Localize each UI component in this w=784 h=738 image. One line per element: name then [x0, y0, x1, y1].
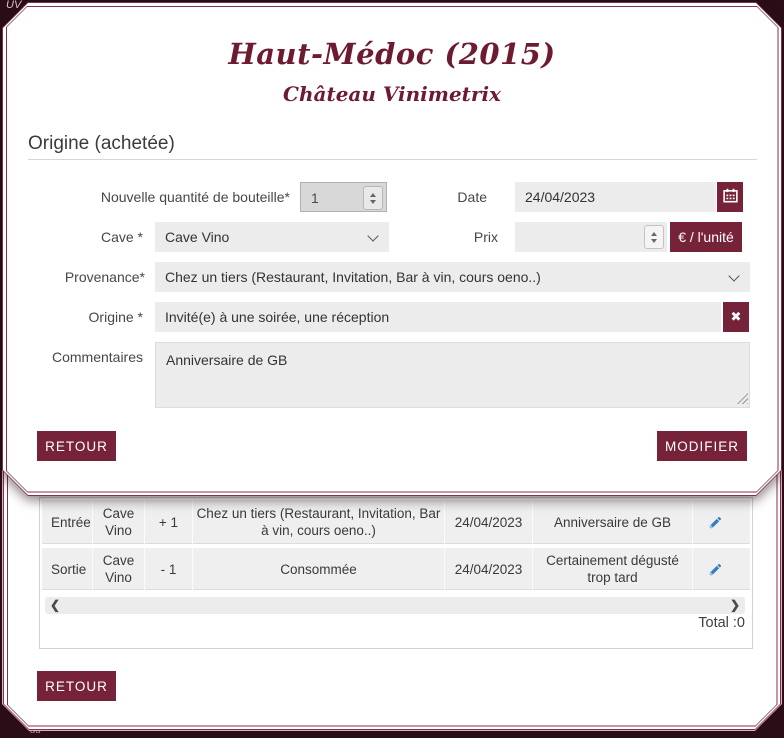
table-row: Entrée Cave Vino + 1 Chez un tiers (Rest… [42, 500, 750, 546]
wine-subtitle: Château Vinimetrix [283, 82, 501, 106]
cell-comment: Anniversaire de GB [532, 500, 692, 544]
cell-type: Entrée [51, 514, 91, 530]
cell-cave: Cave Vino [92, 500, 144, 544]
prix-input[interactable] [515, 222, 667, 252]
chevron-down-icon [728, 270, 740, 282]
commentaires-textarea[interactable]: Anniversaire de GB [155, 342, 750, 408]
quantity-label: Nouvelle quantité de bouteille* [100, 189, 290, 205]
wine-title: Haut-Médoc (2015) [228, 37, 556, 71]
cell-provenance: Chez un tiers (Restaurant, Invitation, B… [192, 500, 444, 544]
x-icon: ✖ [730, 309, 742, 324]
cell-comment: Certainement dégusté trop tard [532, 548, 692, 590]
cell-provenance: Consommée [192, 548, 444, 590]
cell-cave: Cave Vino [92, 548, 144, 590]
stepper-arrows-icon[interactable] [644, 225, 664, 249]
horizontal-scrollbar[interactable]: ❮ ❯ [45, 597, 745, 614]
modifier-button[interactable]: MODIFIER [657, 431, 747, 461]
edit-row-button[interactable] [692, 548, 738, 590]
prix-value [515, 229, 525, 245]
date-input[interactable] [515, 182, 716, 212]
cave-selected-value: Cave Vino [165, 229, 230, 245]
provenance-select[interactable]: Chez un tiers (Restaurant, Invitation, B… [155, 262, 750, 292]
price-unit-button[interactable]: € / l'unité [670, 222, 742, 252]
chevron-down-icon [367, 230, 379, 242]
quantity-stepper[interactable]: 1 [300, 182, 387, 212]
chevron-left-icon[interactable]: ❮ [50, 598, 61, 612]
quantity-value: 1 [311, 190, 319, 206]
date-label: Date [457, 189, 487, 205]
cell-date: 24/04/2023 [444, 500, 532, 544]
cell-quantity: + 1 [144, 500, 192, 544]
history-table: Entrée Cave Vino + 1 Chez un tiers (Rest… [39, 497, 753, 649]
origine-label: Origine * [88, 309, 143, 325]
stepper-arrows-icon[interactable] [363, 186, 383, 210]
cell-type: Sortie [51, 561, 87, 577]
retour-button[interactable]: RETOUR [37, 431, 116, 461]
cell-quantity: - 1 [144, 548, 192, 590]
resize-handle[interactable] [737, 393, 748, 404]
table-row: Sortie Cave Vino - 1 Consommée 24/04/202… [42, 548, 750, 592]
retour-bottom-button[interactable]: RETOUR [37, 671, 116, 701]
cave-select[interactable]: Cave Vino [155, 222, 389, 252]
pencil-icon [708, 562, 723, 577]
provenance-label: Provenance* [64, 269, 145, 285]
background-text-fragment: UV [6, 0, 22, 11]
commentaires-label: Commentaires [51, 349, 143, 365]
total-label: Total :0 [698, 615, 745, 631]
origine-clear-button[interactable]: ✖ [723, 302, 749, 332]
section-divider [28, 159, 757, 160]
origine-input[interactable] [155, 302, 721, 332]
provenance-selected-value: Chez un tiers (Restaurant, Invitation, B… [165, 269, 541, 285]
cell-date: 24/04/2023 [444, 548, 532, 590]
calendar-icon [722, 188, 738, 206]
chevron-right-icon[interactable]: ❯ [729, 598, 740, 612]
date-picker-button[interactable] [717, 182, 743, 212]
cave-label: Cave * [100, 229, 143, 245]
section-heading: Origine (achetée) [28, 133, 175, 154]
prix-label: Prix [473, 229, 498, 245]
edit-row-button[interactable] [692, 500, 738, 544]
modal-frame [2, 2, 782, 496]
pencil-icon [708, 515, 723, 530]
